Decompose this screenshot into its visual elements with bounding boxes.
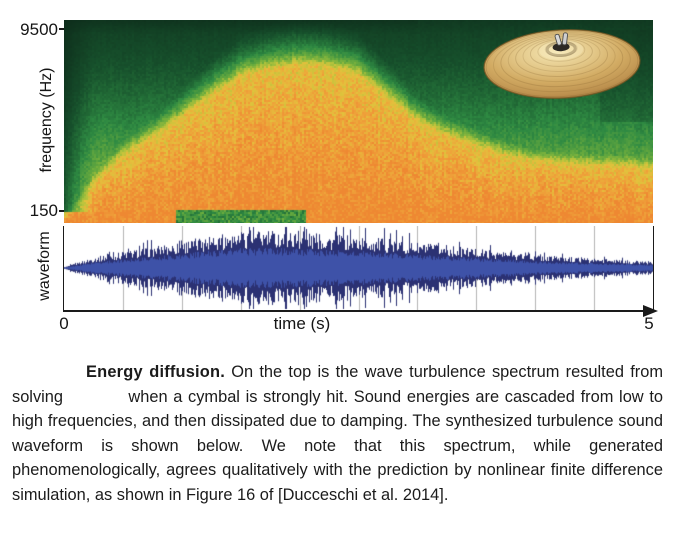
ytick-mark-top: [59, 28, 64, 30]
cymbal-icon: [483, 29, 641, 99]
ytick-9500: 9500: [20, 20, 58, 39]
ytick-150: 150: [29, 201, 58, 220]
xaxis-label-time: time (s): [273, 314, 331, 333]
cymbal-grooves: [485, 30, 639, 98]
waveform-panel: [63, 226, 654, 312]
yaxis-label-waveform: waveform: [36, 231, 53, 301]
xtick-0: 0: [59, 314, 69, 333]
yaxis-label-frequency: frequency (Hz): [38, 67, 55, 173]
waveform-canvas: [64, 226, 653, 310]
equation-gap: [69, 401, 123, 402]
ytick-mark-bottom: [59, 210, 64, 212]
caption-heading: Energy diffusion.: [86, 363, 225, 381]
caption-text-before-gap: On the top is the wave turbulence spectr…: [12, 363, 663, 406]
caption-paragraph: Energy diffusion. On the top is the wave…: [12, 360, 663, 508]
caption-text-after-gap: when a cymbal is strongly hit. Sound ene…: [12, 387, 663, 504]
figure-caption: Energy diffusion. On the top is the wave…: [12, 360, 663, 508]
x-axis-arrow-icon: [643, 305, 658, 317]
cymbal-wingnut: [554, 32, 569, 46]
xtick-5: 5: [644, 314, 654, 333]
